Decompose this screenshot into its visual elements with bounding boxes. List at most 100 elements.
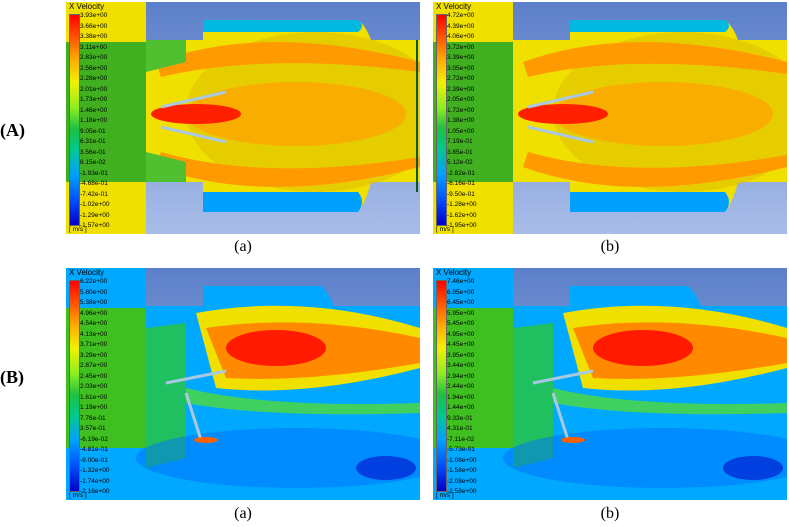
sub-label-a-bottom: (a) [234,505,252,522]
legend-title: X Velocity [69,268,105,277]
tick-label: 1.61e+00 [80,393,108,401]
tick-label: 9.33e-01 [447,414,473,422]
legend-title: X Velocity [69,2,105,11]
tick-label: 4.06e+00 [447,33,475,40]
tick-label: -1.29e+00 [80,211,110,219]
tick-label: 3.38e+00 [80,33,108,40]
tick-label: -2.58e+00 [447,488,477,495]
tick-label: -7.11e-02 [447,435,475,443]
tick-label: 1.18e+00 [80,117,108,124]
tick-label: 6.45e+00 [447,299,475,306]
tick-label: -9.00e-01 [80,456,108,464]
tick-label: 4.13e+00 [80,330,108,338]
tick-label: 4.96e+00 [80,309,108,317]
tick-label: 5.45e+00 [447,320,475,327]
tick-label: -1.58e+00 [447,467,477,474]
tick-label: 1.38e+00 [447,117,475,124]
tick-label: 3.56e-01 [80,148,106,156]
tick-label: 7.46e+00 [447,278,475,285]
contour-panel-a-b: X Velocity 4.72e+00 4.39e+00 4.06e+00 3.… [433,2,787,234]
tick-label: 3.66e+00 [80,22,108,30]
colorbar [436,14,447,226]
tick-label: 4.72e+00 [447,12,475,19]
tick-label: 3.93e+00 [80,12,108,19]
tick-label: -6.16e-01 [447,180,475,187]
unit-label: [ m/s ] [436,492,454,499]
tick-label: 1.05e+00 [447,127,475,135]
tick-label: -1.95e+00 [447,222,477,229]
colorbar [69,280,80,492]
colorbar [436,280,447,492]
sub-label-b-bottom: (b) [600,505,620,522]
tick-label: 3.29e+00 [80,351,108,359]
contour-panel-b-a: X Velocity 6.22e+00 5.80e+00 5.38e+00 4.… [66,268,420,500]
tick-label: 3.57e-01 [80,425,106,432]
tick-label: 3.44e+00 [447,362,475,369]
tick-label: -2.16e+00 [80,488,110,495]
contour-plot-image [66,2,420,234]
tick-label: 4.54e+00 [80,320,108,327]
tick-label: 2.03e+00 [80,383,108,390]
tick-label: 3.05e+00 [447,64,475,72]
tick-label: -1.93e-01 [80,169,108,177]
tick-label: 3.11e+00 [80,43,107,51]
row-label-a: (A) [0,120,25,140]
tick-label: 4.95e+00 [447,330,475,338]
tick-label: -2.08e+00 [447,477,477,485]
tick-label: 8.15e-02 [80,159,106,166]
contour-plot-image [66,268,420,500]
tick-label: -5.73e-01 [447,446,475,453]
colorbar [69,14,80,226]
tick-label: 4.31e-01 [447,425,473,432]
tick-label: 2.05e+00 [447,96,475,103]
sub-label-b-top: (b) [600,238,620,255]
tick-label: 6.22e+00 [80,278,108,285]
tick-label: 2.83e+00 [80,54,108,61]
tick-label: 7.19e-01 [447,138,473,145]
tick-label: 7.76e-01 [80,414,106,422]
tick-label: 3.39e+00 [447,54,475,61]
tick-label: 5.12e-02 [447,159,473,166]
tick-label: 5.95e+00 [447,309,475,317]
tick-label: 1.44e+00 [447,404,475,411]
tick-label: 2.01e+00 [80,85,108,93]
tick-label: 3.72e+00 [447,43,475,51]
tick-label: 3.85e-01 [447,148,473,156]
tick-label: 3.95e+00 [447,351,475,359]
tick-label: 2.94e+00 [447,372,475,380]
contour-panel-a-a: X Velocity 3.93e+00 3.66e+00 3.38e+00 3.… [66,2,420,234]
legend-title: X Velocity [436,2,472,11]
tick-label: 4.39e+00 [447,22,475,30]
contour-plot-image [433,2,787,234]
tick-label: -1.62e+00 [447,211,477,219]
tick-label: 1.19e+00 [80,404,108,411]
tick-label: 1.46e+00 [80,106,108,114]
tick-label: 2.28e+00 [80,75,108,82]
tick-label: 1.73e+00 [80,96,108,103]
tick-label: -1.57e+00 [80,222,110,229]
tick-label: 2.87e+00 [80,362,108,369]
unit-label: [ m/s ] [436,226,454,233]
contour-panel-b-b: X Velocity 7.46e+00 6.95e+00 6.45e+00 5.… [433,268,787,500]
sub-label-a-top: (a) [234,238,252,255]
tick-label: 3.71e+00 [80,341,108,348]
tick-label: 1.72e+00 [447,106,475,114]
tick-label: -4.81e-01 [80,446,108,453]
tick-label: 2.39e+00 [447,85,475,93]
unit-label: [ m/s ] [69,492,87,499]
tick-label: 9.05e-01 [80,127,106,135]
tick-label: 2.44e+00 [447,383,475,390]
tick-label: 6.95e+00 [447,288,475,296]
tick-label: -7.42e-01 [80,190,108,198]
tick-label: -1.28e+00 [447,201,477,208]
tick-label: -6.19e-02 [80,435,108,443]
tick-label: 2.56e+00 [80,64,108,72]
tick-label: 1.94e+00 [447,393,475,401]
tick-label: 6.31e-01 [80,138,106,145]
tick-label: -9.50e-01 [447,190,475,198]
tick-label: -1.02e+00 [80,201,110,208]
legend-title: X Velocity [436,268,472,277]
tick-label: 2.45e+00 [80,372,108,380]
tick-label: -1.32e+00 [80,467,110,474]
unit-label: [ m/s ] [69,226,87,233]
